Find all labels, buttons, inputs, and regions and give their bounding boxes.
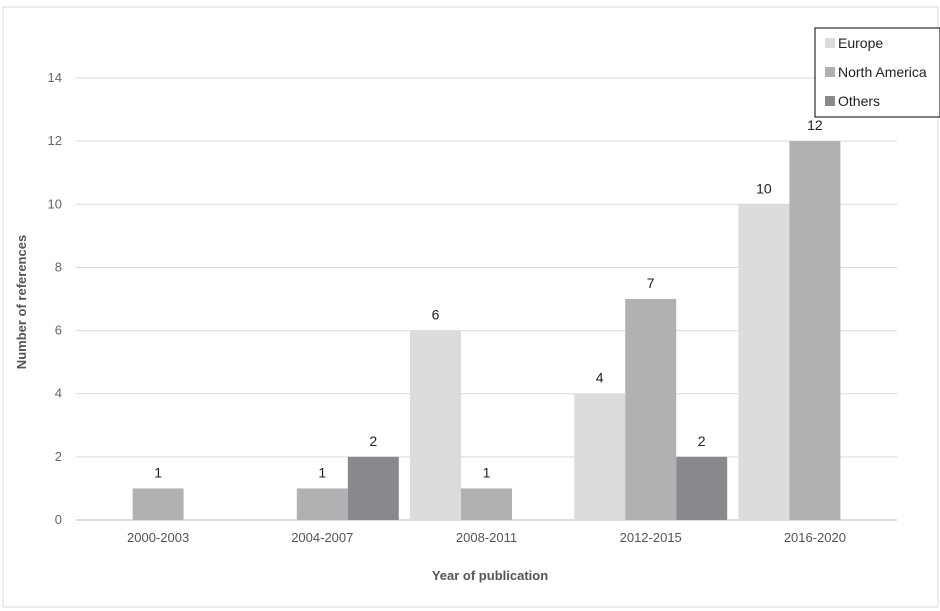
x-tick-label: 2008-2011 — [456, 530, 517, 545]
y-axis-ticks: 0 2 4 6 8 10 12 14 — [48, 70, 62, 527]
data-label-europe: 6 — [432, 307, 440, 323]
data-label-north-america: 1 — [318, 464, 326, 480]
data-label-north-america: 1 — [483, 464, 491, 480]
legend-label-others: Others — [838, 93, 880, 109]
bar-europe — [574, 393, 626, 520]
bar-others — [676, 456, 728, 520]
bar-europe — [738, 204, 790, 521]
data-label-europe: 4 — [596, 370, 604, 386]
y-axis-title: Number of references — [14, 235, 29, 369]
y-tick-label: 12 — [48, 133, 62, 148]
data-label-north-america: 7 — [647, 275, 655, 291]
bar-north-america — [789, 141, 841, 520]
y-tick-label: 14 — [48, 70, 62, 85]
y-tick-label: 6 — [55, 323, 62, 338]
x-tick-label: 2016-2020 — [784, 530, 846, 545]
y-tick-label: 2 — [55, 449, 62, 464]
x-axis-categories: 2000-2003 2004-2007 2008-2011 2012-2015 2016… — [127, 530, 846, 545]
y-tick-label: 0 — [55, 512, 62, 527]
legend-label-europe: Europe — [838, 35, 883, 51]
bar-others — [347, 456, 399, 520]
data-label-europe: 10 — [756, 180, 772, 196]
data-label-others: 2 — [369, 433, 377, 449]
bar-north-america — [625, 299, 677, 520]
x-tick-label: 2000-2003 — [127, 530, 189, 545]
data-label-north-america: 12 — [807, 117, 823, 133]
data-label-north-america: 1 — [154, 464, 162, 480]
bar-north-america — [461, 488, 512, 520]
legend-swatch-others — [825, 96, 835, 106]
bar-europe — [410, 330, 461, 520]
data-label-others: 2 — [698, 433, 706, 449]
bar-north-america — [132, 488, 184, 520]
y-tick-label: 8 — [55, 259, 62, 274]
x-axis-title: Year of publication — [432, 568, 548, 583]
x-tick-label: 2012-2015 — [620, 530, 682, 545]
x-tick-label: 2004-2007 — [291, 530, 353, 545]
y-tick-label: 10 — [48, 196, 62, 211]
legend-label-north-america: North America — [838, 64, 927, 80]
bars — [132, 141, 841, 521]
legend-swatch-europe — [825, 38, 835, 48]
y-tick-label: 4 — [55, 386, 62, 401]
legend-box — [814, 27, 940, 118]
legend-swatch-north-america — [825, 67, 835, 77]
legend: Europe North America Others — [814, 27, 940, 118]
bar-north-america — [296, 488, 348, 520]
